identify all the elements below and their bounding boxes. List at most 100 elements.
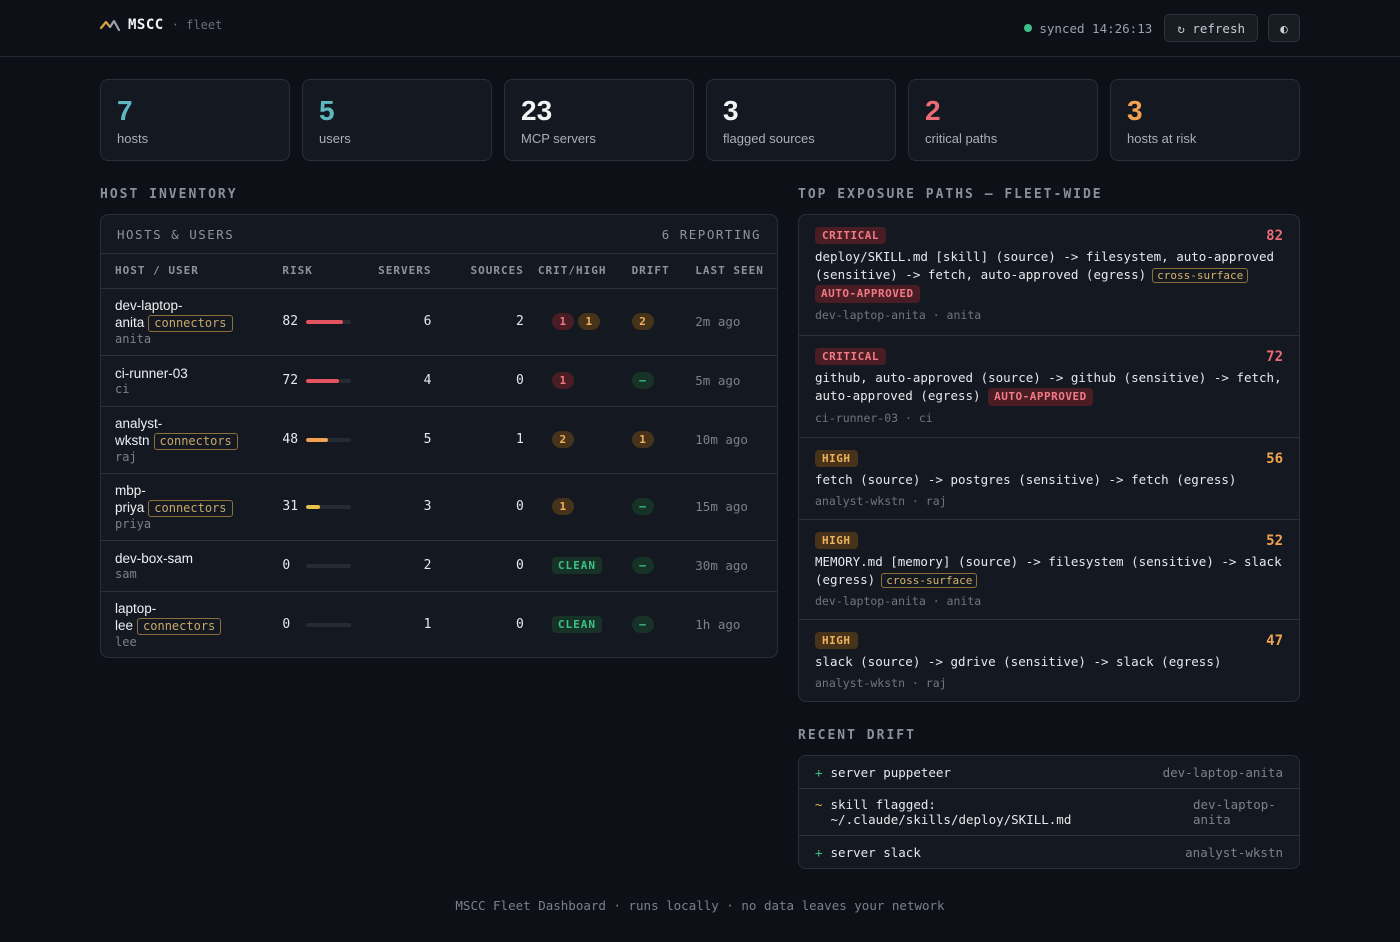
- column-header[interactable]: SOURCES: [431, 254, 524, 289]
- column-header[interactable]: SERVERS: [364, 254, 432, 289]
- servers-count: 2: [364, 540, 432, 592]
- stat-card[interactable]: 2 critical paths: [908, 79, 1098, 161]
- risk-cell: 0: [268, 540, 365, 592]
- host-name-part: ci-runner-03: [115, 366, 188, 381]
- table-row[interactable]: dev-box-sam sam 0 2 0 CLEAN –30m ago: [101, 540, 777, 592]
- host-name-part: laptop-: [115, 601, 157, 617]
- host-name: ci-runner-03: [115, 365, 268, 382]
- column-header[interactable]: RISK: [268, 254, 365, 289]
- drift-text: skill flagged: ~/.claude/skills/deploy/SK…: [831, 797, 1072, 827]
- host-name-part: mbp-: [115, 483, 146, 498]
- stat-card[interactable]: 3 flagged sources: [706, 79, 896, 161]
- exposure-path[interactable]: HIGH 52 MEMORY.md [memory] (source) -> fil…: [799, 520, 1299, 620]
- path-host-user: dev-laptop-anita · anita: [815, 308, 982, 322]
- crit-high-cell: CLEAN: [523, 540, 618, 592]
- drift-item[interactable]: + server slack analyst-wkstn: [799, 836, 1299, 868]
- column-header[interactable]: DRIFT: [617, 254, 682, 289]
- stat-card[interactable]: 5 users: [302, 79, 492, 161]
- stat-card[interactable]: 23 MCP servers: [504, 79, 694, 161]
- host-name-line: priya connectors: [115, 499, 268, 517]
- table-row[interactable]: dev-laptop-anita connectors anita 82 6 2 1 1 2 2m…: [101, 288, 777, 356]
- column-header[interactable]: LAST SEEN: [681, 254, 777, 289]
- column-header[interactable]: CRIT/HIGH: [523, 254, 618, 289]
- host-user: anita: [115, 332, 152, 346]
- host-name-part: dev-box-sam: [115, 551, 194, 566]
- drift-text-line: ~/.claude/skills/deploy/SKILL.md: [830, 812, 1072, 827]
- host-cell: laptop-lee connectors lee: [101, 591, 268, 657]
- crit-high-cell: CLEAN: [524, 591, 618, 657]
- host-user: lee: [115, 635, 137, 650]
- sources-count: 0: [516, 617, 524, 633]
- connectors-tag: connectors: [153, 433, 238, 450]
- host-cell: ci-runner-03 ci: [101, 355, 269, 407]
- host-user: sam: [115, 567, 137, 581]
- clean-badge: CLEAN: [551, 557, 602, 574]
- last-seen: 5m ago: [681, 355, 777, 407]
- table-row[interactable]: mbp-priya connectors priya 31 3 0 1 – 15m ago: [101, 473, 777, 541]
- path-host-user: dev-laptop-anita · anita: [815, 594, 982, 608]
- severity-badge: CRITICAL: [815, 348, 886, 365]
- host-name: mbp-: [115, 482, 268, 499]
- drift-item[interactable]: + server puppeteer dev-laptop-anita: [799, 756, 1299, 789]
- exposure-path[interactable]: HIGH 47 slack (source) -> gdrive (sensitiv…: [799, 620, 1299, 701]
- crit-high-cell: 2: [523, 406, 618, 474]
- host-inventory-title: HOST INVENTORY: [100, 187, 238, 202]
- brand-context: · fleet: [171, 18, 223, 32]
- drift-item[interactable]: ~ skill flagged: ~/.claude/skills/deploy/S…: [799, 789, 1299, 836]
- stat-cards: 7 hosts 5 users 23 MCP servers 3 flagged source…: [100, 79, 1300, 161]
- host-name-part: wkstn: [115, 433, 150, 448]
- path-text: fetch (source) -> postgres (sensitive) -…: [815, 472, 1237, 487]
- drift-host: analyst-wkstn: [1185, 845, 1283, 860]
- host-user: raj: [115, 450, 137, 464]
- table-row[interactable]: laptop-lee connectors lee 0 1 0 CLEAN – 1h ago: [101, 591, 777, 657]
- path-score: 56: [1266, 451, 1283, 467]
- auto-approved-tag: AUTO-APPROVED: [988, 388, 1093, 406]
- host-cell: mbp-priya connectors priya: [101, 473, 269, 541]
- risk-cell: 82: [268, 288, 365, 356]
- host-cell: dev-box-sam sam: [101, 540, 269, 592]
- drift-cell: –: [617, 473, 682, 541]
- host-name-line: lee connectors: [115, 617, 268, 636]
- path-host-user: analyst-wkstn · raj: [815, 494, 947, 508]
- table-row[interactable]: ci-runner-03 ci 72 4 0 1 – 5m ago: [101, 355, 777, 407]
- host-name-line: wkstn connectors: [115, 432, 268, 450]
- path-description: fetch (source) -> postgres (sensitive) -…: [815, 471, 1283, 489]
- host-name-part: lee: [115, 618, 134, 634]
- host-name: dev-laptop-: [115, 297, 268, 314]
- risk-bar: [306, 622, 352, 627]
- sync-status: synced 14:26:13: [1024, 21, 1152, 36]
- clean-badge: CLEAN: [551, 616, 602, 634]
- brand-name: MSCC: [128, 17, 164, 33]
- column-header[interactable]: HOST / USER: [101, 254, 269, 289]
- stat-label: MCP servers: [521, 131, 596, 146]
- stat-value: 7: [117, 95, 133, 126]
- servers-count: 1: [423, 617, 432, 633]
- risk-bar-fill: [306, 378, 339, 383]
- footer: MSCC Fleet Dashboard · runs locally · no…: [455, 898, 945, 913]
- path-score: 82: [1266, 228, 1283, 244]
- recent-drift-title: RECENT DRIFT: [798, 728, 916, 743]
- risk-value: 72: [282, 373, 299, 388]
- risk-bar-fill: [306, 319, 344, 324]
- refresh-button[interactable]: ↻ refresh: [1164, 14, 1258, 42]
- drift-host-line: analyst-wkstn: [1185, 844, 1283, 860]
- exposure-path[interactable]: HIGH 56 fetch (source) -> postgres (sensit…: [799, 438, 1299, 520]
- risk-value: 48: [282, 432, 299, 447]
- path-host-user: analyst-wkstn · raj: [815, 676, 947, 690]
- table-row[interactable]: analyst-wkstn connectors raj 48 5 1 2 1 10m ago: [101, 406, 777, 474]
- added-icon: +: [815, 764, 823, 780]
- stat-card[interactable]: 7 hosts: [100, 79, 290, 161]
- stat-value: 23: [521, 95, 553, 126]
- theme-toggle-icon[interactable]: ◐: [1268, 14, 1300, 42]
- host-user: priya: [115, 517, 152, 531]
- host-name-part: anita: [115, 315, 145, 330]
- stat-card[interactable]: 3 hosts at risk: [1110, 79, 1300, 161]
- exposure-paths-panel: CRITICAL 82 deploy/SKILL.md [skill] (sourc…: [798, 214, 1300, 702]
- drift-badge: –: [631, 616, 654, 634]
- stat-label: flagged sources: [723, 131, 815, 146]
- exposure-path[interactable]: CRITICAL 72 github, auto-approved (source)…: [799, 336, 1299, 438]
- drift-host: dev-laptop-anita: [1193, 797, 1283, 827]
- drift-change: ~ skill flagged: ~/.claude/skills/deploy/S…: [815, 797, 1071, 827]
- exposure-path[interactable]: CRITICAL 82 deploy/SKILL.md [skill] (sourc…: [799, 215, 1299, 336]
